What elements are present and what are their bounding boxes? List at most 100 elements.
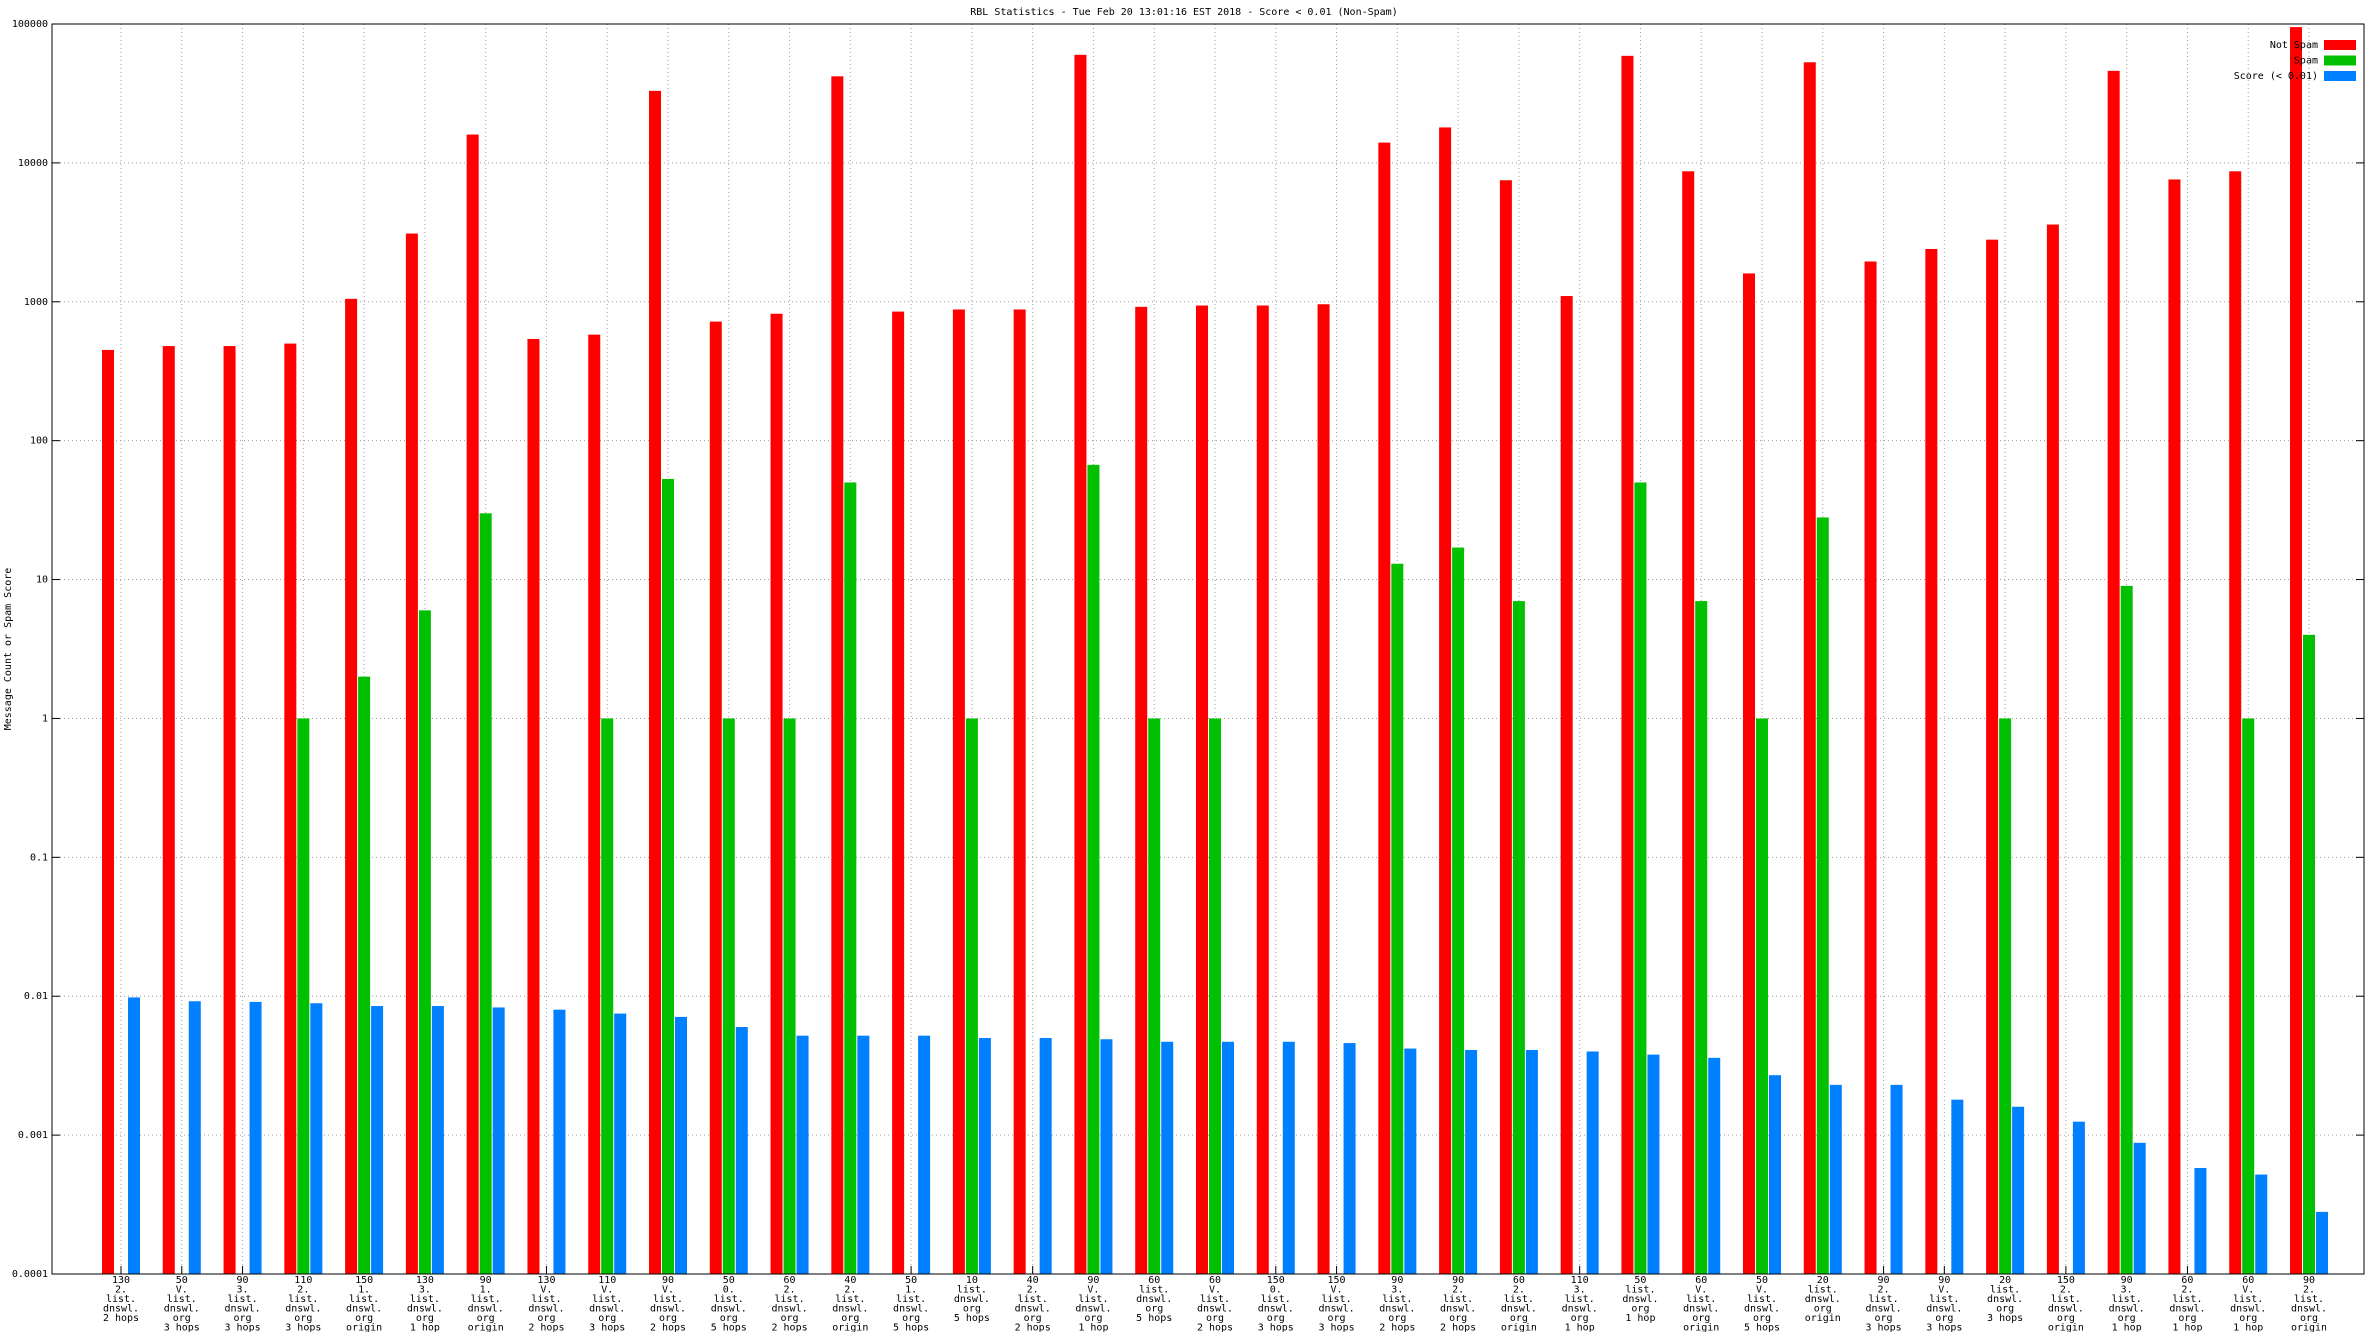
x-tick-label-line: list.	[1504, 1294, 1534, 1305]
x-tick-label-line: 20	[1999, 1275, 2011, 1286]
x-tick-label-line: org	[963, 1304, 981, 1315]
x-tick-label-line: list.	[957, 1285, 987, 1296]
x-tick-label: 60 V. list. dnswl. org 2 hops	[1197, 1275, 1233, 1332]
x-tick-label: 150 0. list. dnswl. org 3 hops	[1258, 1275, 1294, 1332]
x-tick-label-line: org	[173, 1313, 191, 1324]
bar	[1621, 55, 1634, 1274]
x-tick-label-line: 90	[480, 1275, 492, 1286]
x-tick-label-line: V.	[1695, 1285, 1707, 1296]
bar	[249, 1001, 262, 1274]
x-tick-label-line: list.	[835, 1294, 865, 1305]
bar	[1634, 482, 1647, 1274]
x-tick-label-line: org	[1875, 1313, 1893, 1324]
x-tick-label-line: 1 hop	[1078, 1323, 1108, 1332]
x-tick-label-line: org	[1388, 1313, 1406, 1324]
bar	[1499, 180, 1512, 1275]
x-tick-label-line: 10	[966, 1275, 978, 1286]
bar	[770, 313, 783, 1275]
bar	[188, 1001, 201, 1274]
x-tick-label-line: org	[1935, 1313, 1953, 1324]
bar	[1282, 1041, 1295, 1274]
x-tick-label-line: org	[537, 1313, 555, 1324]
x-tick-label-line: 130	[537, 1275, 555, 1286]
x-tick-label: 90 1. list. dnswl. org origin	[468, 1275, 504, 1332]
x-tick-label: 90 2. list. dnswl. org origin	[2291, 1275, 2327, 1332]
x-tick-label-line: 90	[662, 1275, 674, 1286]
x-tick-label: 50 V. list. dnswl. org 3 hops	[164, 1275, 200, 1332]
x-tick-label-line: dnswl.	[1501, 1304, 1537, 1315]
x-tick-label-line: 3.	[2121, 1285, 2133, 1296]
y-tick-label: 1	[42, 713, 48, 724]
x-tick-label-line: 150	[2057, 1275, 2075, 1286]
x-tick-label-line: V.	[601, 1285, 613, 1296]
x-tick-label-line: list.	[2172, 1294, 2202, 1305]
bar	[1465, 1050, 1478, 1274]
x-tick-label-line: dnswl.	[1379, 1304, 1415, 1315]
x-tick-label-line: origin	[1683, 1323, 1719, 1332]
y-tick-label: 0.01	[24, 991, 48, 1002]
x-tick-label-line: list.	[349, 1294, 379, 1305]
x-tick-label-line: list.	[1322, 1294, 1352, 1305]
x-tick-label-line: 1 hop	[1625, 1313, 1655, 1324]
bar	[1404, 1048, 1417, 1274]
x-tick-label-line: list.	[1808, 1285, 1838, 1296]
bar	[1512, 601, 1525, 1274]
x-tick-label: 60 list. dnswl. org 5 hops	[1136, 1275, 1172, 1324]
bar	[1986, 239, 1999, 1275]
bar	[892, 311, 905, 1275]
x-tick-label-line: 50	[1756, 1275, 1768, 1286]
x-tick-label-line: org	[781, 1313, 799, 1324]
x-tick-label-line: 40	[844, 1275, 856, 1286]
bar	[1756, 718, 1768, 1274]
x-tick-label-line: list.	[1990, 1285, 2020, 1296]
bar	[1803, 62, 1816, 1274]
bar	[162, 346, 175, 1275]
bar	[2194, 1167, 2207, 1274]
x-tick-label-line: org	[720, 1313, 738, 1324]
bar	[831, 76, 844, 1274]
x-tick-label: 150 2. list. dnswl. org origin	[2048, 1275, 2084, 1332]
bar	[1829, 1084, 1842, 1274]
x-tick-label-line: org	[841, 1313, 859, 1324]
x-tick-label-line: list.	[775, 1294, 805, 1305]
bar	[1074, 54, 1087, 1274]
x-tick-label-line: org	[2178, 1313, 2196, 1324]
bar	[722, 718, 735, 1274]
x-tick-label-line: V.	[662, 1285, 674, 1296]
bar	[1148, 718, 1161, 1274]
x-tick-label: 60 V. list. dnswl. org 1 hop	[2230, 1275, 2266, 1332]
bar	[1013, 309, 1026, 1274]
bar	[1525, 1050, 1538, 1274]
x-tick-label-line: 90	[1452, 1275, 1464, 1286]
bar	[2242, 718, 2255, 1274]
x-tick-label-line: origin	[1501, 1323, 1537, 1332]
bar	[965, 718, 978, 1274]
x-tick-label-line: origin	[346, 1323, 382, 1332]
x-tick-label-line: list.	[1382, 1294, 1412, 1305]
x-tick-label-line: 90	[1938, 1275, 1950, 1286]
x-tick-label-line: 60	[2242, 1275, 2254, 1286]
x-tick-label-line: 60	[1513, 1275, 1525, 1286]
x-tick-label-line: 110	[294, 1275, 312, 1286]
bar	[649, 90, 661, 1275]
y-tick-label: 100000	[12, 19, 48, 30]
x-tick-label: 50 1. list. dnswl. org 5 hops	[893, 1275, 929, 1332]
x-tick-label-line: dnswl.	[589, 1304, 625, 1315]
x-tick-label-line: org	[234, 1313, 252, 1324]
x-tick-label-line: 2 hops	[1015, 1323, 1051, 1332]
x-tick-label-line: 3 hops	[1318, 1323, 1354, 1332]
bar	[102, 349, 114, 1274]
bar	[1135, 306, 1148, 1274]
x-tick-label-line: org	[1206, 1313, 1224, 1324]
x-tick-label-line: org	[1267, 1313, 1285, 1324]
x-tick-label-line: dnswl.	[2048, 1304, 2084, 1315]
x-tick-label-line: org	[1996, 1304, 2014, 1315]
x-tick-label-line: list.	[410, 1294, 440, 1305]
bar	[2303, 634, 2315, 1274]
x-tick-label-line: V.	[1756, 1285, 1768, 1296]
x-tick-label-line: 150	[355, 1275, 373, 1286]
bar	[1695, 601, 1708, 1274]
bar	[405, 233, 418, 1275]
legend-swatch	[2324, 55, 2356, 66]
